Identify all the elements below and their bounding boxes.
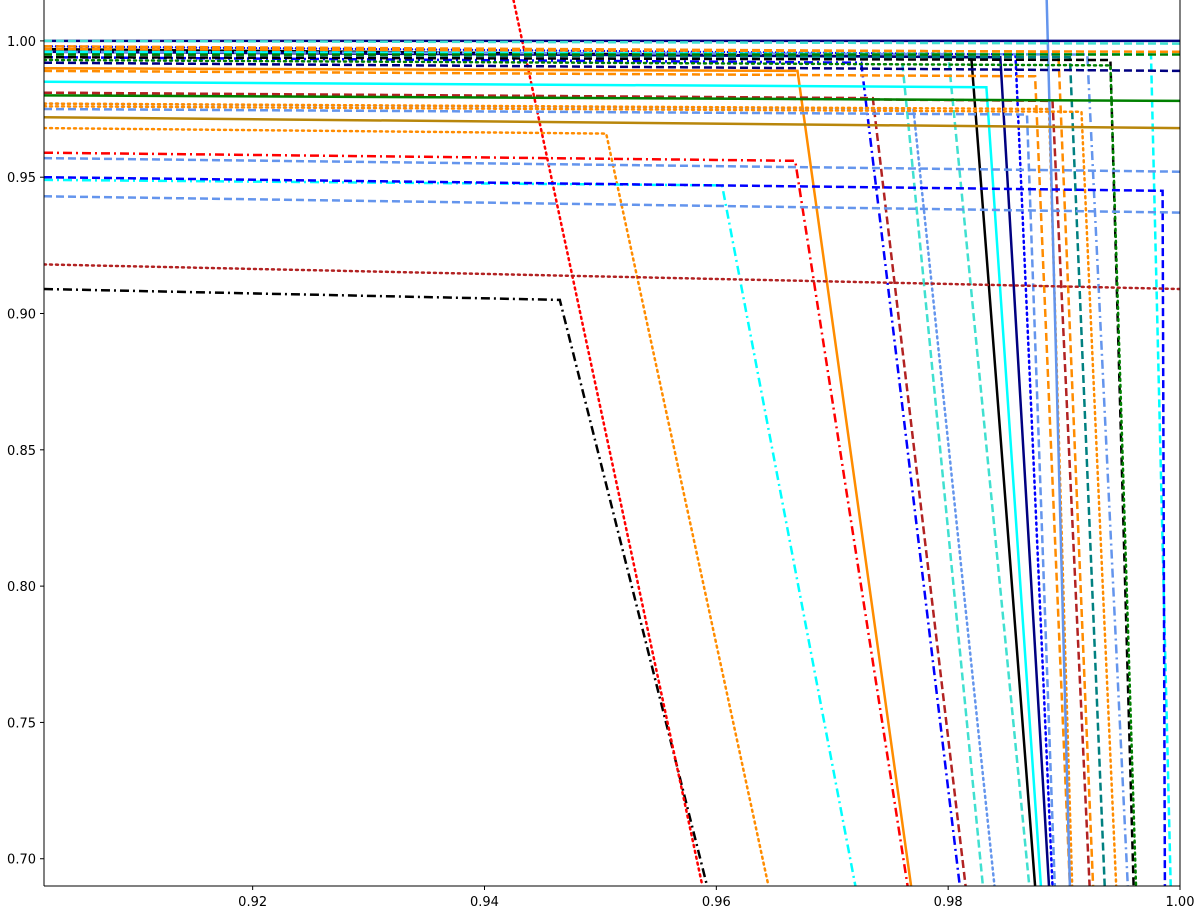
series-line-19: [1045, 0, 1072, 886]
series-line-17: [44, 69, 1072, 886]
series-line-24: [44, 50, 1130, 886]
series-line-15: [44, 45, 1054, 886]
series-line-31: [44, 94, 1180, 103]
series-line-1: [44, 287, 709, 886]
series-layer: [44, 0, 1180, 886]
tick-layer: 0.92 0.94 0.96 0.98 1.00 0.70 0.75 0.80 0.85 0.90…: [7, 35, 1194, 910]
series-line-4: [44, 178, 857, 886]
series-line-16: [44, 107, 1057, 886]
series-line-27: [44, 50, 1172, 886]
series-line-33: [44, 115, 1180, 130]
y-tick-label: 0.90: [7, 308, 36, 323]
series-line-3: [44, 126, 770, 886]
series-line-10: [44, 102, 996, 886]
y-tick-label: 0.75: [7, 716, 36, 731]
x-tick-label: 0.98: [934, 895, 963, 910]
x-tick-label: 1.00: [1166, 895, 1195, 910]
y-tick-label: 0.70: [7, 853, 36, 868]
series-line-21: [44, 45, 1095, 886]
series-line-9: [44, 50, 985, 886]
y-tick-label: 0.80: [7, 580, 36, 595]
x-tick-label: 0.96: [702, 895, 731, 910]
series-line-26: [44, 58, 1138, 886]
series-line-30: [44, 61, 1180, 73]
series-line-5: [44, 151, 909, 886]
y-tick-label: 0.95: [7, 171, 36, 186]
series-line-8: [44, 91, 967, 886]
y-tick-label: 0.85: [7, 444, 36, 459]
series-line-6: [44, 66, 913, 886]
series-line-2: [512, 0, 704, 886]
series-line-32: [44, 47, 1180, 54]
y-tick-label: 1.00: [7, 35, 36, 50]
series-line-11: [44, 50, 1031, 886]
x-tick-label: 0.92: [238, 895, 267, 910]
series-line-14: [44, 50, 1051, 886]
series-line-28: [44, 175, 1167, 886]
series-line-7: [44, 55, 962, 886]
series-line-12: [44, 47, 1037, 886]
x-tick-label: 0.94: [470, 895, 499, 910]
series-line-23: [44, 105, 1118, 886]
series-line-20: [44, 91, 1091, 886]
series-line-13: [44, 80, 1043, 886]
series-line-25: [44, 55, 1135, 886]
axes: [43, 0, 1181, 887]
series-line-34: [44, 156, 1180, 173]
series-line-37: [44, 39, 1180, 45]
series-line-36: [44, 263, 1180, 291]
series-line-35: [44, 195, 1180, 214]
